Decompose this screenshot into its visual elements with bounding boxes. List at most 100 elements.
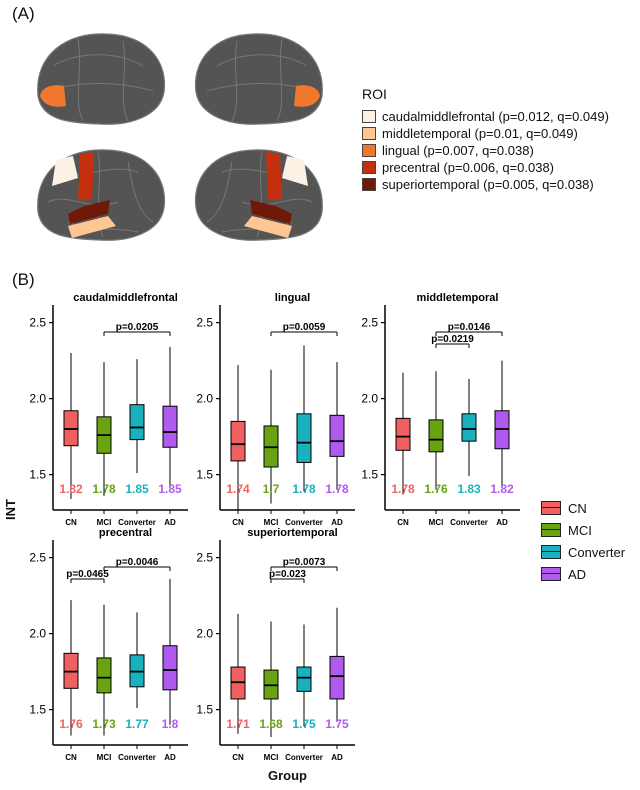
sulcus-line bbox=[127, 161, 154, 223]
mean-label: 1.7 bbox=[263, 482, 280, 496]
x-axis-label: Group bbox=[268, 768, 307, 783]
y-tick-label: 2.5 bbox=[29, 316, 46, 330]
roi-legend-item: precentral (p=0.006, q=0.038) bbox=[362, 159, 609, 176]
mean-label: 1.76 bbox=[424, 482, 448, 496]
p-value-label: p=0.0465 bbox=[66, 569, 109, 580]
sulcus-line bbox=[231, 40, 238, 122]
roi-legend-label: middletemporal (p=0.01, q=0.049) bbox=[382, 126, 578, 141]
roi-legend-label: lingual (p=0.007, q=0.038) bbox=[382, 143, 534, 158]
sulcus-line bbox=[216, 54, 308, 67]
lateral-hemisphere bbox=[194, 149, 323, 241]
box-converter bbox=[296, 413, 312, 463]
y-tick-label: 1.5 bbox=[29, 703, 46, 717]
roi-legend-label: superiortemporal (p=0.005, q=0.038) bbox=[382, 177, 594, 192]
x-tick-label: MCI bbox=[264, 518, 279, 527]
roi-legend-title: ROI bbox=[362, 86, 387, 102]
group-legend-swatch bbox=[541, 567, 561, 581]
x-tick-label: AD bbox=[331, 753, 343, 762]
mean-label: 1.78 bbox=[325, 482, 349, 496]
mean-label: 1.78 bbox=[292, 482, 316, 496]
roi-legend-swatch bbox=[362, 178, 376, 191]
box-converter bbox=[129, 404, 145, 441]
x-tick-label: CN bbox=[232, 518, 244, 527]
boxplot-panel: middletemporal 1.5 2.0 2.5 1.78 CN 1.76 MCI 1.83… bbox=[361, 292, 520, 527]
group-legend-label: MCI bbox=[568, 522, 592, 538]
mean-label: 1.68 bbox=[259, 717, 283, 731]
x-tick-label: CN bbox=[232, 753, 244, 762]
sulcus-line bbox=[276, 37, 283, 122]
region-superiortemporal bbox=[250, 200, 292, 224]
mean-label: 1.77 bbox=[125, 717, 149, 731]
x-tick-label: Converter bbox=[118, 753, 156, 762]
y-tick-label: 2.0 bbox=[361, 392, 378, 406]
panel-title: precentral bbox=[99, 527, 152, 539]
panel-label-b: (B) bbox=[12, 270, 35, 289]
box-ad bbox=[162, 405, 178, 448]
region-superiortemporal bbox=[68, 200, 110, 224]
group-legend-swatch bbox=[541, 523, 561, 537]
mean-label: 1.74 bbox=[226, 482, 250, 496]
roi-legend-label: precentral (p=0.006, q=0.038) bbox=[382, 160, 555, 175]
mean-label: 1.75 bbox=[325, 717, 349, 731]
mean-label: 1.76 bbox=[59, 717, 83, 731]
medial-hemisphere bbox=[37, 33, 166, 125]
boxplot-panel: precentral 1.5 2.0 2.5 1.76 CN 1.73 MCI 1.77 Conv… bbox=[29, 527, 188, 762]
panel-label-a: (A) bbox=[12, 4, 35, 23]
mean-label: 1.82 bbox=[59, 482, 83, 496]
region-precentral bbox=[266, 152, 282, 200]
x-tick-label: AD bbox=[331, 518, 343, 527]
panel-title: middletemporal bbox=[417, 292, 499, 304]
x-tick-label: Converter bbox=[285, 753, 323, 762]
box-ad bbox=[329, 414, 345, 457]
group-legend-label: Converter bbox=[568, 544, 626, 560]
y-tick-label: 1.5 bbox=[29, 468, 46, 482]
y-tick-label: 2.0 bbox=[29, 627, 46, 641]
region-precentral bbox=[78, 152, 94, 200]
box-mci bbox=[428, 419, 444, 453]
mean-label: 1.82 bbox=[490, 482, 514, 496]
boxplot-panel: lingual 1.5 2.0 2.5 1.74 CN 1.7 MCI 1.78 Converte… bbox=[196, 292, 355, 527]
x-tick-label: Converter bbox=[285, 518, 323, 527]
box-cn bbox=[395, 417, 411, 451]
cortex-surface bbox=[37, 33, 166, 125]
x-tick-label: MCI bbox=[97, 753, 112, 762]
y-tick-label: 2.5 bbox=[196, 551, 213, 565]
roi-legend-item: superiortemporal (p=0.005, q=0.038) bbox=[362, 176, 609, 193]
region-lingual bbox=[294, 85, 320, 107]
sulcus-line bbox=[77, 37, 84, 122]
x-tick-label: Converter bbox=[450, 518, 488, 527]
boxplot-panel: superiortemporal 1.5 2.0 2.5 1.71 CN 1.68 MCI 1.… bbox=[196, 527, 355, 762]
region-caudalmiddlefrontal bbox=[282, 156, 308, 186]
mean-label: 1.83 bbox=[457, 482, 481, 496]
group-legend-swatch bbox=[541, 501, 561, 515]
y-tick-label: 1.5 bbox=[361, 468, 378, 482]
p-value-label: p=0.0046 bbox=[116, 557, 159, 568]
box-mci bbox=[96, 657, 112, 694]
roi-legend-item: caudalmiddlefrontal (p=0.012, q=0.049) bbox=[362, 108, 609, 125]
mean-label: 1.78 bbox=[391, 482, 415, 496]
p-value-label: p=0.023 bbox=[269, 569, 306, 580]
group-legend: CN MCI Converter AD bbox=[541, 497, 625, 585]
mean-label: 1.71 bbox=[226, 717, 250, 731]
region-caudalmiddlefrontal bbox=[52, 156, 78, 186]
medial-hemisphere bbox=[194, 33, 323, 125]
panel-title: lingual bbox=[275, 292, 310, 304]
p-value-label: p=0.0059 bbox=[283, 322, 326, 333]
box-converter bbox=[296, 666, 312, 692]
roi-legend-label: caudalmiddlefrontal (p=0.012, q=0.049) bbox=[382, 109, 609, 124]
region-middletemporal bbox=[244, 216, 292, 238]
group-legend-swatch bbox=[541, 545, 561, 559]
y-tick-label: 2.5 bbox=[29, 551, 46, 565]
roi-legend: ROI caudalmiddlefrontal (p=0.012, q=0.04… bbox=[362, 86, 609, 193]
x-tick-label: AD bbox=[164, 753, 176, 762]
group-legend-item: MCI bbox=[541, 519, 625, 541]
mean-label: 1.85 bbox=[158, 482, 182, 496]
group-legend-label: CN bbox=[568, 500, 587, 516]
sulcus-line bbox=[122, 40, 129, 122]
box-ad bbox=[329, 655, 345, 700]
group-legend-item: AD bbox=[541, 563, 625, 585]
mean-label: 1.75 bbox=[292, 717, 316, 731]
roi-legend-swatch bbox=[362, 144, 376, 157]
x-tick-label: AD bbox=[496, 518, 508, 527]
